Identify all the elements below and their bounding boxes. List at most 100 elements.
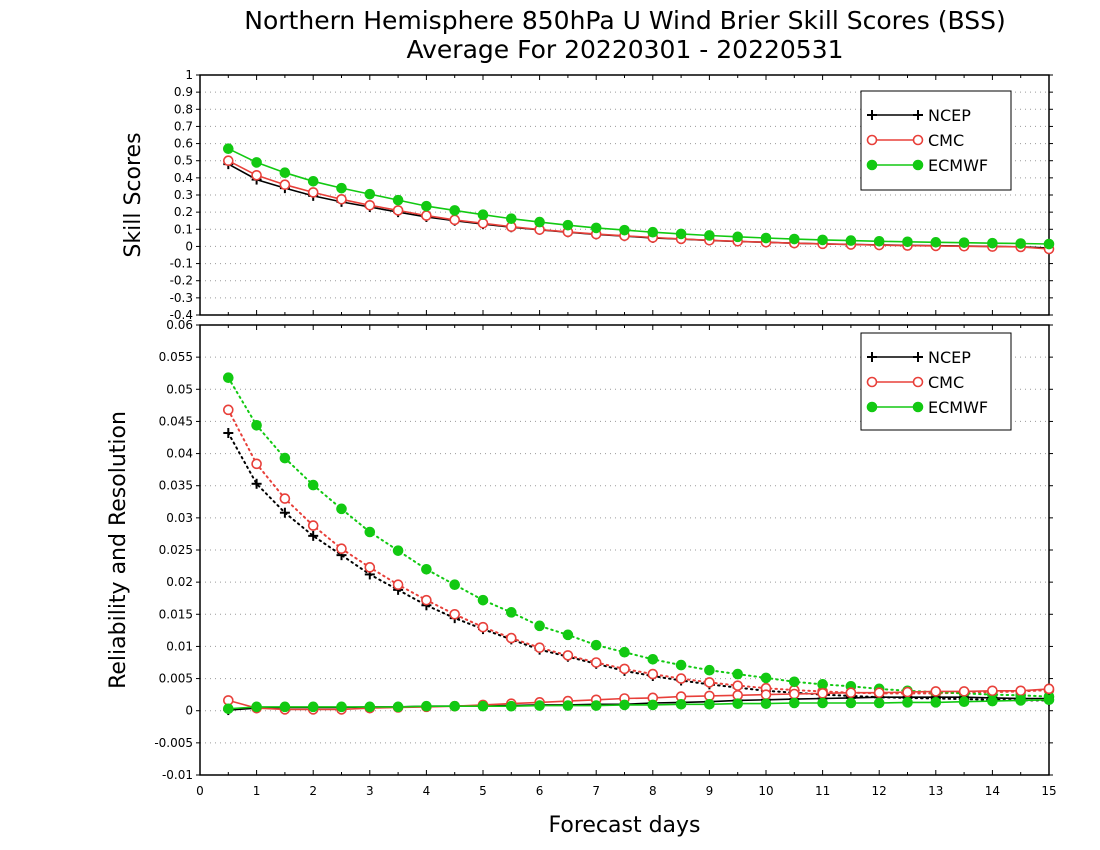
data-point (251, 458, 262, 470)
data-point (421, 700, 432, 712)
x-tick-label: 15 (1041, 784, 1056, 798)
data-point (477, 621, 489, 633)
y-tick-label: 0.3 (174, 188, 193, 202)
data-point (873, 697, 885, 709)
data-point (958, 237, 970, 248)
data-point (1015, 685, 1027, 697)
data-point (562, 629, 574, 641)
data-point (251, 157, 262, 168)
y-tick-label: 0.04 (166, 447, 193, 461)
data-point (392, 579, 404, 591)
data-point (223, 372, 234, 384)
legend-marker (913, 352, 923, 362)
data-point (251, 169, 262, 181)
data-point (789, 233, 800, 245)
y-tick-label: 0.01 (166, 639, 193, 653)
x-tick-label: 7 (592, 784, 600, 798)
data-point (449, 608, 461, 620)
y-tick-label: 0.8 (174, 102, 193, 116)
y-tick-label: -0.1 (170, 257, 193, 271)
data-point (675, 673, 687, 684)
y-tick-label: 0.015 (159, 607, 193, 621)
data-point (760, 698, 772, 709)
legend-marker (866, 376, 878, 388)
data-point (307, 187, 319, 198)
data-point (251, 701, 262, 713)
data-point (421, 200, 432, 212)
legend-marker (867, 352, 877, 362)
data-point (307, 175, 319, 187)
data-point (817, 688, 828, 699)
data-point (958, 686, 970, 697)
x-tick-label: 12 (872, 784, 887, 798)
data-point (223, 404, 234, 416)
legend-marker (912, 376, 924, 388)
legend-label: NCEP (928, 106, 971, 125)
data-point (279, 452, 291, 464)
legend-marker (866, 159, 878, 171)
data-point (364, 188, 376, 200)
data-point (788, 688, 800, 700)
data-point (873, 235, 885, 247)
data-point (392, 205, 404, 216)
y-tick-label: 0.1 (174, 222, 193, 236)
y-tick-label: -0.4 (170, 308, 193, 322)
data-point (817, 679, 828, 690)
y-tick-label: 0.9 (174, 85, 193, 99)
data-point (675, 659, 687, 671)
data-point (873, 687, 885, 699)
data-point (902, 236, 913, 248)
data-point (1043, 694, 1055, 706)
legend-marker (912, 134, 924, 146)
x-tick-label: 14 (985, 784, 1000, 798)
data-point (987, 237, 998, 249)
data-point (590, 639, 602, 651)
data-point (223, 428, 234, 438)
x-tick-label: 11 (815, 784, 830, 798)
data-point (647, 699, 659, 711)
series-ecmwf (223, 143, 1055, 250)
y-tick-label: 0.02 (166, 575, 193, 589)
data-point (392, 545, 404, 556)
data-point (279, 701, 291, 713)
data-point (902, 697, 913, 708)
data-point (534, 216, 545, 228)
data-point (930, 697, 942, 708)
y-tick-label: 0.4 (174, 171, 193, 185)
legend-marker (913, 110, 923, 120)
x-tick-label: 8 (649, 784, 657, 798)
data-point (251, 419, 262, 431)
data-point (308, 530, 319, 541)
data-point (562, 700, 574, 711)
legend-entry-ncep: NCEP (867, 106, 971, 125)
y-tick-label: 0 (185, 704, 193, 718)
legend-marker (866, 134, 878, 146)
y-tick-label: 0.055 (159, 350, 193, 364)
y-tick-label: 0.03 (166, 511, 193, 525)
data-point (1015, 238, 1027, 249)
y-tick-label: 0.05 (166, 382, 193, 396)
legend-label: NCEP (928, 348, 971, 367)
data-point (307, 520, 319, 531)
data-point (760, 232, 772, 244)
data-point (279, 493, 291, 504)
data-point (987, 685, 998, 697)
data-point (590, 657, 602, 668)
data-point (364, 562, 376, 573)
data-point (704, 664, 715, 676)
data-point (619, 224, 630, 236)
data-point (336, 543, 347, 555)
x-tick-label: 10 (758, 784, 773, 798)
data-point (817, 697, 828, 709)
y-tick-label: 0 (185, 239, 193, 253)
data-point (732, 680, 744, 691)
chart-title-line1: Northern Hemisphere 850hPa U Wind Brier … (244, 6, 1005, 35)
data-point (477, 217, 489, 229)
legend-entry-ncep: NCEP (867, 348, 971, 367)
data-point (336, 701, 347, 713)
data-point (619, 663, 630, 675)
y-tick-label: -0.005 (154, 736, 193, 750)
data-point (534, 620, 545, 632)
x-tick-label: 3 (366, 784, 374, 798)
data-point (449, 214, 461, 226)
